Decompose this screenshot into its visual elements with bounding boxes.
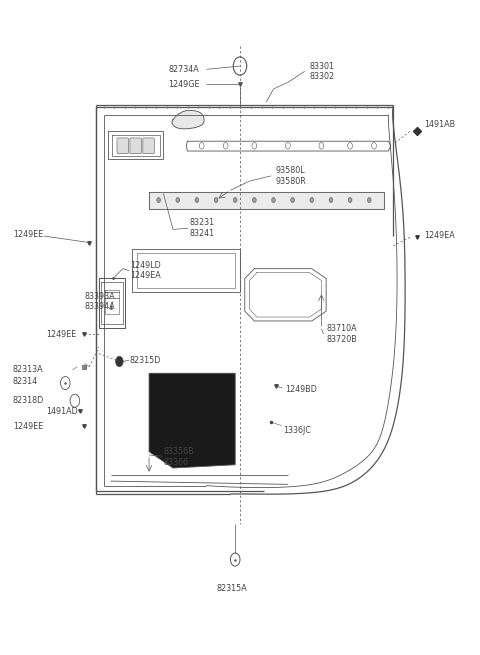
Text: 83394A: 83394A (84, 302, 115, 311)
FancyBboxPatch shape (143, 138, 155, 154)
Text: 82313A: 82313A (12, 365, 43, 375)
Text: 93580R: 93580R (276, 177, 307, 185)
Text: 82318D: 82318D (12, 396, 44, 405)
Circle shape (291, 197, 295, 202)
Text: 82315D: 82315D (130, 356, 161, 365)
Circle shape (176, 197, 180, 202)
FancyBboxPatch shape (130, 138, 142, 154)
Text: 82314: 82314 (12, 377, 38, 386)
Circle shape (116, 356, 123, 367)
Text: 82734A: 82734A (168, 65, 199, 74)
Circle shape (233, 197, 237, 202)
Text: 1249EE: 1249EE (12, 422, 43, 432)
Text: 1249GE: 1249GE (168, 80, 199, 89)
Text: 83720B: 83720B (326, 335, 357, 344)
Text: 82315A: 82315A (216, 584, 247, 593)
Text: 1249EE: 1249EE (46, 329, 76, 339)
Circle shape (157, 197, 160, 202)
Text: 93580L: 93580L (276, 166, 306, 175)
Text: 1336JC: 1336JC (283, 426, 311, 436)
Text: 1491AB: 1491AB (424, 121, 456, 130)
Text: 1249EA: 1249EA (130, 271, 161, 280)
Text: 83393A: 83393A (84, 291, 115, 301)
Text: 1249LD: 1249LD (130, 261, 161, 270)
Circle shape (367, 197, 371, 202)
Text: 83366: 83366 (163, 458, 189, 466)
Circle shape (310, 197, 314, 202)
Text: 83231: 83231 (190, 218, 215, 227)
Text: 1491AD: 1491AD (46, 407, 78, 416)
Polygon shape (172, 111, 204, 129)
Text: 83301: 83301 (310, 62, 335, 71)
FancyBboxPatch shape (117, 138, 129, 154)
Text: 83241: 83241 (190, 229, 215, 238)
Text: 83302: 83302 (310, 72, 335, 81)
Text: 1249BD: 1249BD (286, 385, 317, 394)
Polygon shape (149, 191, 384, 208)
Circle shape (214, 197, 218, 202)
Circle shape (195, 197, 199, 202)
Text: 1249EE: 1249EE (12, 230, 43, 239)
Circle shape (272, 197, 276, 202)
Text: 83356B: 83356B (163, 447, 194, 456)
Text: 1249EA: 1249EA (424, 231, 455, 240)
Text: 83710A: 83710A (326, 324, 357, 333)
Circle shape (329, 197, 333, 202)
Circle shape (348, 197, 352, 202)
Polygon shape (149, 373, 235, 468)
Circle shape (252, 197, 256, 202)
